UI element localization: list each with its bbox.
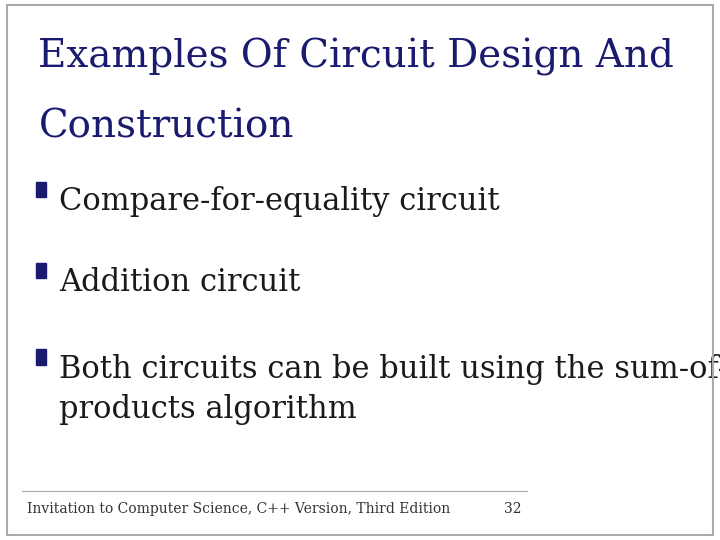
Bar [36,182,45,197]
Text: Construction: Construction [38,108,294,145]
Bar [36,263,45,278]
Text: Both circuits can be built using the sum-of-
products algorithm: Both circuits can be built using the sum… [59,354,720,426]
Text: Invitation to Computer Science, C++ Version, Third Edition: Invitation to Computer Science, C++ Vers… [27,502,451,516]
Text: Compare-for-equality circuit: Compare-for-equality circuit [59,186,500,217]
Bar [36,349,45,364]
Text: Examples Of Circuit Design And: Examples Of Circuit Design And [38,38,675,76]
Text: 32: 32 [504,502,521,516]
Text: Addition circuit: Addition circuit [59,267,301,298]
